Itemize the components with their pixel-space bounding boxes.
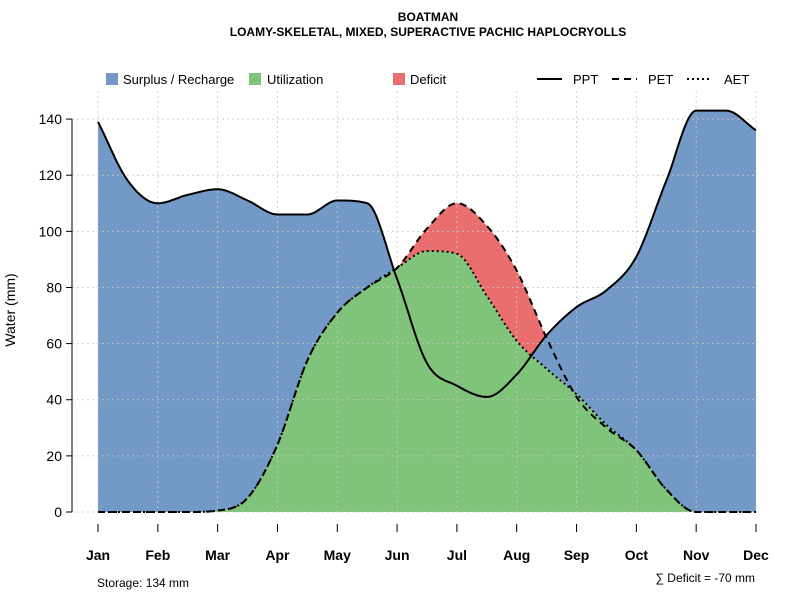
area-layer — [98, 110, 756, 513]
legend-swatch-surplus — [106, 73, 118, 85]
chart-title: BOATMAN — [398, 10, 458, 24]
legend-swatch-deficit — [393, 73, 405, 85]
y-tick-label: 0 — [54, 504, 62, 520]
storage-annotation: Storage: 134 mm — [97, 576, 189, 590]
series-line-aet — [98, 250, 756, 513]
legend: Surplus / Recharge Utilization Deficit P… — [106, 72, 749, 87]
x-tick-label-may: May — [324, 547, 351, 563]
x-tick-label-oct: Oct — [625, 547, 649, 563]
x-tick-label-apr: Apr — [265, 547, 290, 563]
legend-label-surplus: Surplus / Recharge — [123, 72, 234, 87]
chart-subtitle: LOAMY-SKELETAL, MIXED, SUPERACTIVE PACHI… — [230, 25, 626, 39]
x-tick-label-mar: Mar — [205, 547, 230, 563]
x-tick-label-jul: Jul — [447, 547, 467, 563]
legend-label-utilization: Utilization — [267, 72, 323, 87]
legend-label-pet: PET — [648, 72, 673, 87]
y-tick-label: 140 — [39, 111, 63, 127]
y-tick-label: 20 — [46, 448, 62, 464]
x-tick-label-dec: Dec — [743, 547, 769, 563]
line-layer — [97, 109, 757, 513]
y-tick-label: 100 — [39, 223, 63, 239]
y-tick-label: 60 — [46, 336, 62, 352]
x-tick-label-jun: Jun — [385, 547, 410, 563]
x-tick-label-jan: Jan — [86, 547, 110, 563]
x-tick-label-feb: Feb — [145, 547, 170, 563]
surplus-area — [98, 110, 756, 512]
x-tick-label-nov: Nov — [683, 547, 710, 563]
x-tick-label-sep: Sep — [564, 547, 590, 563]
legend-label-deficit: Deficit — [410, 72, 447, 87]
legend-label-aet: AET — [724, 72, 749, 87]
grid-layer — [72, 91, 757, 513]
y-tick-label: 80 — [46, 279, 62, 295]
legend-swatch-utilization — [249, 73, 261, 85]
legend-label-ppt: PPT — [573, 72, 598, 87]
axis-layer: 0 20 40 60 80 100 120 140 Jan Feb Mar Apr May Jun Jul A… — [39, 111, 769, 563]
y-tick-label: 120 — [39, 167, 63, 183]
x-tick-label-aug: Aug — [503, 547, 530, 563]
deficit-annotation: ∑ Deficit = -70 mm — [655, 571, 755, 585]
utilization-area — [98, 251, 756, 512]
series-line-ppt — [97, 109, 757, 398]
y-tick-label: 40 — [46, 392, 62, 408]
y-axis-label: Water (mm) — [2, 273, 18, 346]
